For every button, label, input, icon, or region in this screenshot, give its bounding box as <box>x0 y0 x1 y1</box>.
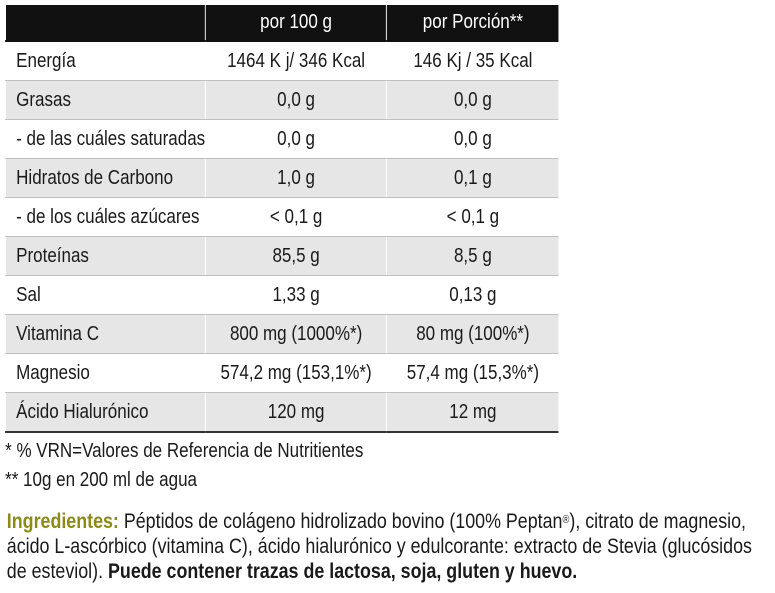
nutrient-value: 0,1 g <box>386 158 559 198</box>
header-cell <box>5 5 206 42</box>
nutrient-value: 120 mg <box>205 392 387 433</box>
nutrient-value: < 0,1 g <box>205 197 387 237</box>
nutrition-table: por 100 g por Porción** Energía 1464 K j/… <box>5 5 559 433</box>
table-row: Hidratos de Carbono 1,0 g 0,1 g <box>5 158 559 198</box>
nutrient-name: Vitamina C <box>5 314 206 354</box>
nutrient-name: Ácido Hialurónico <box>5 392 206 433</box>
table-row: Proteínas 85,5 g 8,5 g <box>5 236 559 276</box>
allergen-warning: Puede contener trazas de lactosa, soja, … <box>108 560 578 583</box>
table-row: Magnesio 574,2 mg (153,1%*) 57,4 mg (15,3%… <box>5 353 559 393</box>
nutrient-value: 0,0 g <box>386 80 559 120</box>
nutrient-value: 85,5 g <box>205 236 387 276</box>
table-row: Sal 1,33 g 0,13 g <box>5 275 559 315</box>
table-row: Grasas 0,0 g 0,0 g <box>5 80 559 120</box>
header-cell: por 100 g <box>205 5 387 42</box>
nutrient-name: Sal <box>5 275 206 315</box>
table-row: Vitamina C 800 mg (1000%*) 80 mg (100%*) <box>5 314 559 354</box>
nutrient-value: 146 Kj / 35 Kcal <box>386 41 559 81</box>
nutrient-value: < 0,1 g <box>386 197 559 237</box>
nutrient-value: 1,33 g <box>205 275 387 315</box>
nutrient-value: 800 mg (1000%*) <box>205 314 387 354</box>
footnote: ** 10g en 200 ml de agua <box>5 469 197 491</box>
nutrient-value: 0,13 g <box>386 275 559 315</box>
ingredients-label: Ingredientes: <box>6 510 119 533</box>
registered-mark: ® <box>562 514 570 526</box>
ingredients: Ingredientes: Péptidos de colágeno hidro… <box>7 508 772 584</box>
header-cell: por Porción** <box>386 5 559 42</box>
nutrient-name: - de los cuáles azúcares <box>5 197 206 237</box>
nutrient-value: 57,4 mg (15,3%*) <box>386 353 559 393</box>
table-row: - de las cuáles saturadas 0,0 g 0,0 g <box>5 119 559 159</box>
header-row: por 100 g por Porción** <box>5 5 559 42</box>
nutrient-value: 80 mg (100%*) <box>386 314 559 354</box>
table-row: Energía 1464 K j/ 346 Kcal 146 Kj / 35 Kca… <box>5 41 559 81</box>
nutrient-value: 574,2 mg (153,1%*) <box>205 353 387 393</box>
nutrient-name: Hidratos de Carbono <box>5 158 206 198</box>
ingredients-text: Péptidos de colágeno hidrolizado bovino … <box>123 510 563 533</box>
nutrient-value: 0,0 g <box>205 80 387 120</box>
nutrient-value: 12 mg <box>386 392 559 433</box>
nutrient-value: 0,0 g <box>205 119 387 159</box>
nutrient-name: Energía <box>5 41 206 81</box>
nutrient-name: Proteínas <box>5 236 206 276</box>
table-row: Ácido Hialurónico 120 mg 12 mg <box>5 392 559 433</box>
nutrient-value: 1,0 g <box>205 158 387 198</box>
nutrient-name: Grasas <box>5 80 206 120</box>
nutrient-value: 0,0 g <box>386 119 559 159</box>
nutrient-value: 8,5 g <box>386 236 559 276</box>
table-body: por 100 g por Porción** Energía 1464 K j/… <box>5 5 559 433</box>
nutrient-name: Magnesio <box>5 353 206 393</box>
footnote: * % VRN=Valores de Referencia de Nutriti… <box>5 440 364 462</box>
nutrient-name: - de las cuáles saturadas <box>5 119 206 159</box>
nutrient-value: 1464 K j/ 346 Kcal <box>205 41 387 81</box>
ingredients-text: ), citrato de magnesio, ácido L-ascórbic… <box>6 510 752 583</box>
table-row: - de los cuáles azúcares < 0,1 g < 0,1 g <box>5 197 559 237</box>
